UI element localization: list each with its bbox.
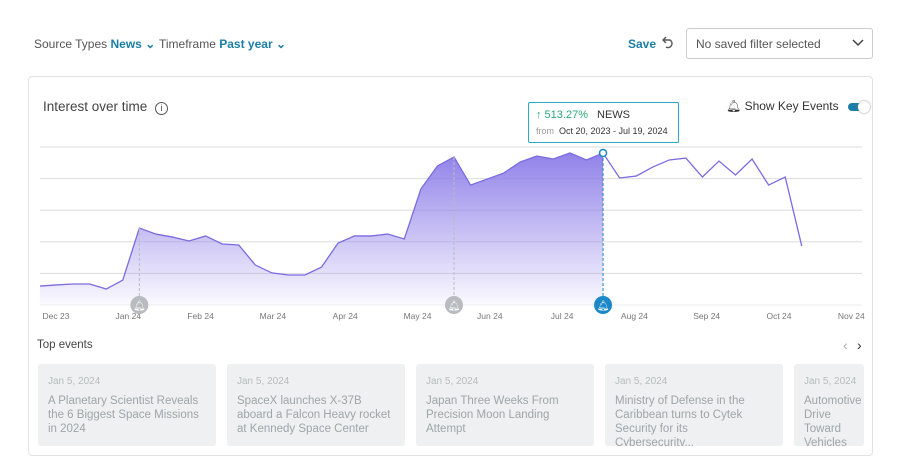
chart: Dec 23 Jan 24 Feb 24 Mar 24 Apr 24 May 24 Jun …: [39, 146, 865, 321]
bell-icon: 🔔︎: [133, 300, 146, 312]
x-tick-label: Jul 24: [551, 311, 574, 321]
event-date: Jan 5, 2024: [804, 376, 857, 387]
x-tick-label: Jun 24: [477, 311, 503, 321]
tooltip-change: ↑ 513.27%: [536, 109, 588, 121]
event-card[interactable]: Jan 5, 2024 A Planetary Scientist Reveals…: [38, 364, 216, 446]
event-card[interactable]: Jan 5, 2024 Ministry of Defense in the Ca…: [605, 364, 783, 446]
x-tick-label: Mar 24: [260, 311, 287, 321]
event-title: Japan Three Weeks From Precision Moon La…: [426, 395, 559, 435]
value: Past year: [219, 37, 273, 51]
value: News: [110, 37, 142, 51]
event-bell: [594, 296, 613, 314]
save-button[interactable]: Save: [628, 37, 657, 51]
switch[interactable]: [847, 100, 870, 113]
bell-icon: 🔔︎: [448, 300, 461, 312]
event-title: A Planetary Scientist Reveals the 6 Bigg…: [48, 395, 199, 435]
event-title: SpaceX launches X-37B aboard a Falcon He…: [237, 395, 391, 435]
x-tick-label: Jan 24: [116, 311, 142, 321]
timeframe-filter[interactable]: Timeframe Past year ⌄: [159, 37, 286, 51]
source-types-filter[interactable]: Source Types News ⌄: [34, 37, 155, 51]
event-date: Jan 5, 2024: [48, 376, 101, 387]
placeholder: No saved filter selected: [696, 37, 821, 51]
event-card[interactable]: Jan 5, 2024 Japan Three Weeks From Precis…: [416, 364, 594, 446]
chart-title: Interest over time i: [43, 99, 169, 115]
chevron: ⌄: [275, 37, 287, 51]
event-bell: [445, 296, 463, 314]
x-tick-label: Aug 24: [621, 311, 648, 321]
x-tick-label: Apr 24: [333, 311, 358, 321]
x-tick-label: Dec 23: [43, 311, 70, 321]
event-card[interactable]: Jan 5, 2024 Automotive Drive Toward Vehic…: [794, 364, 864, 446]
event-date: Jan 5, 2024: [615, 376, 668, 387]
hover-point: [598, 148, 608, 158]
chevron: [852, 39, 864, 47]
prev-button[interactable]: ‹: [843, 337, 848, 353]
x-tick-label: Oct 24: [766, 311, 791, 321]
x-tick-label: May 24: [404, 311, 432, 321]
event-bell: [130, 296, 149, 314]
next-button[interactable]: ›: [857, 337, 862, 353]
chart-card: [28, 76, 873, 456]
event-date: Jan 5, 2024: [237, 376, 290, 387]
reset-icon[interactable]: [660, 35, 676, 51]
tooltip-from: from: [536, 126, 554, 136]
x-tick-label: Sep 24: [693, 311, 720, 321]
event-title: Automotive Drive Toward Vehicles: [804, 395, 862, 446]
tooltip-range: Oct 20, 2023 - Jul 19, 2024: [559, 126, 668, 136]
event-card[interactable]: Jan 5, 2024 SpaceX launches X-37B aboard …: [227, 364, 405, 446]
event-title: Ministry of Defense in the Caribbean tur…: [615, 395, 745, 446]
event-date: Jan 5, 2024: [426, 376, 479, 387]
chevron: ⌄: [145, 37, 156, 51]
x-tick-label: Nov 24: [838, 311, 865, 321]
bell-icon: 🔔︎: [597, 300, 610, 312]
area: [40, 153, 604, 305]
line: [39, 152, 803, 290]
x-tick-label: Feb 24: [187, 311, 214, 321]
label: Timeframe: [159, 37, 216, 51]
tooltip-series: NEWS: [597, 109, 630, 121]
key-events-toggle[interactable]: 🔔︎ Show Key Events: [726, 99, 870, 113]
filter-select[interactable]: No saved filter selected: [686, 28, 873, 59]
top-events-title: Top events: [37, 339, 93, 351]
title-text: Interest over time: [43, 99, 148, 114]
toggle-label: Show Key Events: [744, 99, 839, 113]
info-icon[interactable]: i: [155, 102, 169, 115]
tooltip: ↑ 513.27% NEWS from Oct 20, 2023 - Jul 1…: [528, 102, 679, 143]
label: Source Types: [34, 37, 108, 51]
